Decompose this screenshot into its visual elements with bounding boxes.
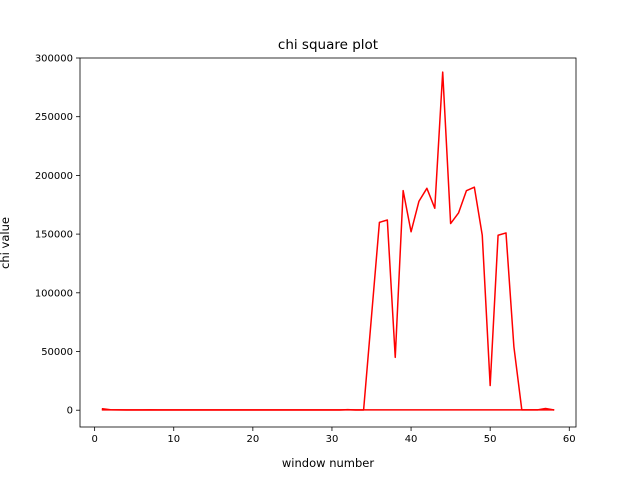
y-tick-label: 300000 — [35, 54, 73, 65]
x-tick-label: 40 — [405, 434, 418, 445]
x-axis-title: window number — [282, 456, 374, 470]
x-tick-label: 0 — [91, 434, 97, 445]
x-tick-label: 30 — [326, 434, 339, 445]
x-tick-label: 20 — [246, 434, 259, 445]
y-tick-label: 100000 — [35, 288, 73, 299]
axes: 0 10 20 30 40 50 60 0 50000 100000 150000 200000 250… — [35, 54, 577, 445]
chart-title: chi square plot — [278, 37, 378, 53]
x-tick-label: 50 — [484, 434, 497, 445]
y-tick-label: 150000 — [35, 230, 73, 241]
y-tick-label: 250000 — [35, 112, 73, 123]
x-tick-label: 60 — [563, 434, 576, 445]
plot-area — [101, 71, 555, 411]
y-tick-label: 50000 — [41, 347, 73, 358]
y-tick-label: 0 — [67, 406, 73, 417]
x-tick-label: 10 — [167, 434, 180, 445]
y-tick-label: 200000 — [35, 171, 73, 182]
y-axis-title: chi value — [0, 217, 12, 269]
axes-frame — [79, 57, 577, 428]
